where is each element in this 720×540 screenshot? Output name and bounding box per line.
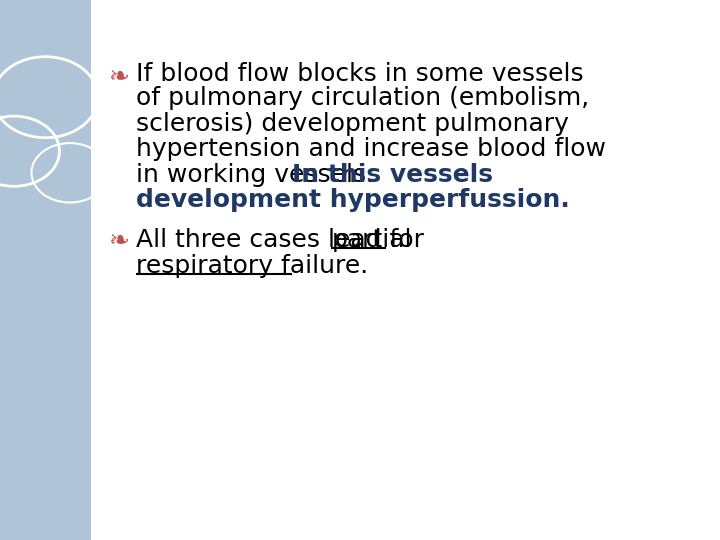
Text: ❧: ❧: [109, 65, 130, 89]
Text: partial: partial: [331, 228, 412, 252]
Text: sclerosis) development pulmonary: sclerosis) development pulmonary: [136, 112, 570, 136]
Text: hypertension and increase blood flow: hypertension and increase blood flow: [136, 137, 606, 161]
Text: in working vessels.: in working vessels.: [136, 163, 382, 186]
Text: of pulmonary circulation (embolism,: of pulmonary circulation (embolism,: [136, 86, 590, 110]
Text: In this vessels: In this vessels: [292, 163, 493, 186]
FancyBboxPatch shape: [0, 0, 91, 540]
Text: respiratory failure.: respiratory failure.: [136, 254, 369, 278]
Text: If blood flow blocks in some vessels: If blood flow blocks in some vessels: [136, 62, 584, 86]
Text: development hyperperfussion.: development hyperperfussion.: [136, 188, 570, 212]
Text: All three cases lead for: All three cases lead for: [136, 228, 432, 252]
Text: ❧: ❧: [109, 230, 130, 253]
